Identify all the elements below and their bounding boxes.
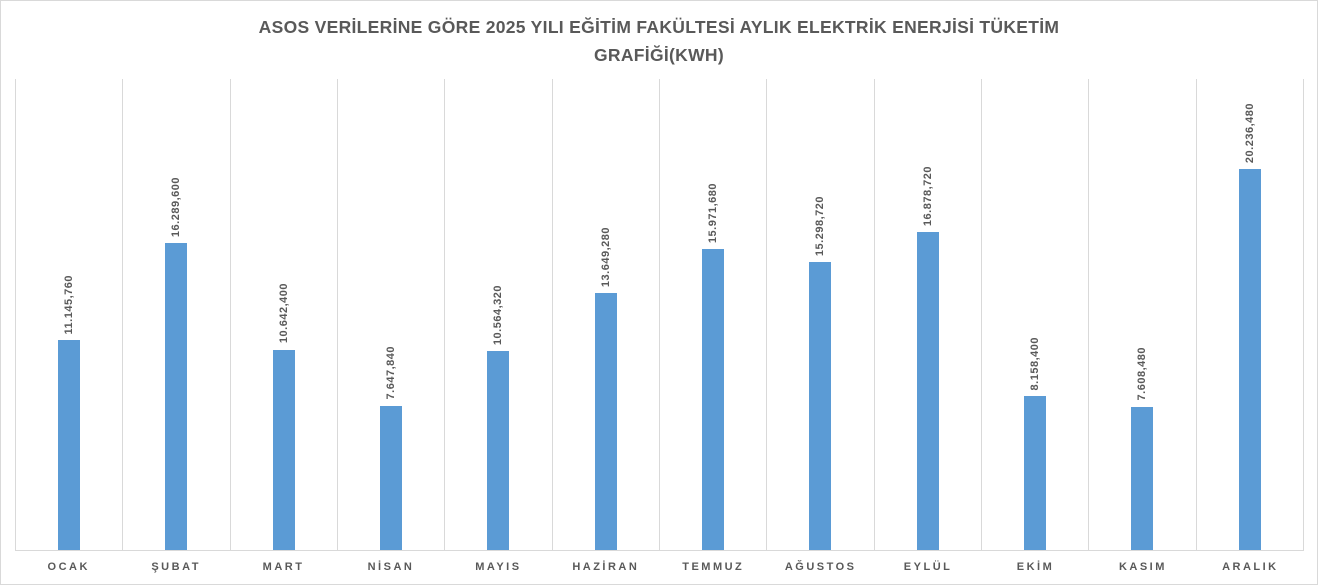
data-label: 10.564,320 bbox=[492, 284, 505, 345]
category-column: 10.564,320 bbox=[445, 79, 553, 550]
data-label: 16.878,720 bbox=[921, 165, 934, 227]
plot-area: 11.145,760 16.289,600 10.642,400 7.647,840 1… bbox=[15, 79, 1304, 551]
x-axis-label: MAYIS bbox=[475, 561, 522, 573]
data-label: 8.158,400 bbox=[1029, 336, 1042, 391]
x-axis-label: EYLÜL bbox=[903, 561, 953, 573]
bar-eylül bbox=[916, 232, 939, 550]
x-axis-labels: OCAK ŞUBAT MART NİSAN MAYIS HAZİRAN TEMMUZ AĞUS… bbox=[15, 552, 1304, 582]
category-column: 10.642,400 bbox=[231, 79, 338, 550]
chart-title: ASOS VERİLERİNE GÖRE 2025 YILI EĞİTİM FA… bbox=[1, 13, 1317, 69]
x-axis-label: OCAK bbox=[47, 561, 90, 573]
data-label: 7.608,480 bbox=[1136, 347, 1149, 401]
data-label: 10.642,400 bbox=[277, 283, 290, 344]
x-axis-label: MART bbox=[262, 561, 305, 573]
data-label: 7.647,840 bbox=[385, 346, 398, 400]
x-axis-label: ARALIK bbox=[1222, 561, 1279, 573]
bar-kasım bbox=[1131, 406, 1154, 550]
bar-nisan bbox=[380, 405, 403, 550]
chart-title-line2: GRAFİĞİ(KWH) bbox=[594, 45, 724, 65]
bar-haziran bbox=[594, 292, 617, 550]
x-axis-label: TEMMUZ bbox=[682, 561, 745, 573]
category-column: 13.649,280 bbox=[553, 79, 660, 550]
x-axis-label: KASIM bbox=[1118, 561, 1167, 573]
data-label: 11.145,760 bbox=[63, 274, 76, 335]
bar-şubat bbox=[165, 243, 188, 550]
x-axis-label: AĞUSTOS bbox=[784, 561, 857, 573]
bar-mart bbox=[272, 349, 295, 550]
bar-ağustos bbox=[809, 261, 832, 550]
x-axis-label: ŞUBAT bbox=[151, 561, 201, 573]
bar-ekim bbox=[1024, 396, 1047, 550]
data-label: 15.298,720 bbox=[814, 195, 827, 256]
chart-title-line1: ASOS VERİLERİNE GÖRE 2025 YILI EĞİTİM FA… bbox=[258, 17, 1060, 37]
data-label: 15.971,680 bbox=[707, 183, 720, 244]
category-column: 15.971,680 bbox=[660, 79, 768, 550]
x-axis-label: HAZİRAN bbox=[572, 561, 640, 573]
category-column: 15.298,720 bbox=[767, 79, 875, 550]
x-axis-label: NİSAN bbox=[367, 561, 415, 573]
category-column: 16.878,720 bbox=[875, 79, 982, 550]
category-column: 7.608,480 bbox=[1089, 79, 1197, 550]
bar-temmuz bbox=[702, 249, 725, 550]
bar-ocak bbox=[58, 340, 81, 550]
bar-mayıs bbox=[487, 350, 510, 550]
category-column: 16.289,600 bbox=[123, 79, 231, 550]
category-column: 20.236,480 bbox=[1197, 79, 1304, 550]
bar-aralık bbox=[1238, 168, 1261, 550]
data-label: 20.236,480 bbox=[1243, 102, 1256, 163]
data-label: 13.649,280 bbox=[599, 226, 612, 287]
category-column: 8.158,400 bbox=[982, 79, 1090, 550]
category-column: 11.145,760 bbox=[16, 79, 124, 550]
x-axis-label: EKİM bbox=[1016, 561, 1055, 573]
category-column: 7.647,840 bbox=[338, 79, 446, 550]
data-label: 16.289,600 bbox=[170, 177, 183, 238]
